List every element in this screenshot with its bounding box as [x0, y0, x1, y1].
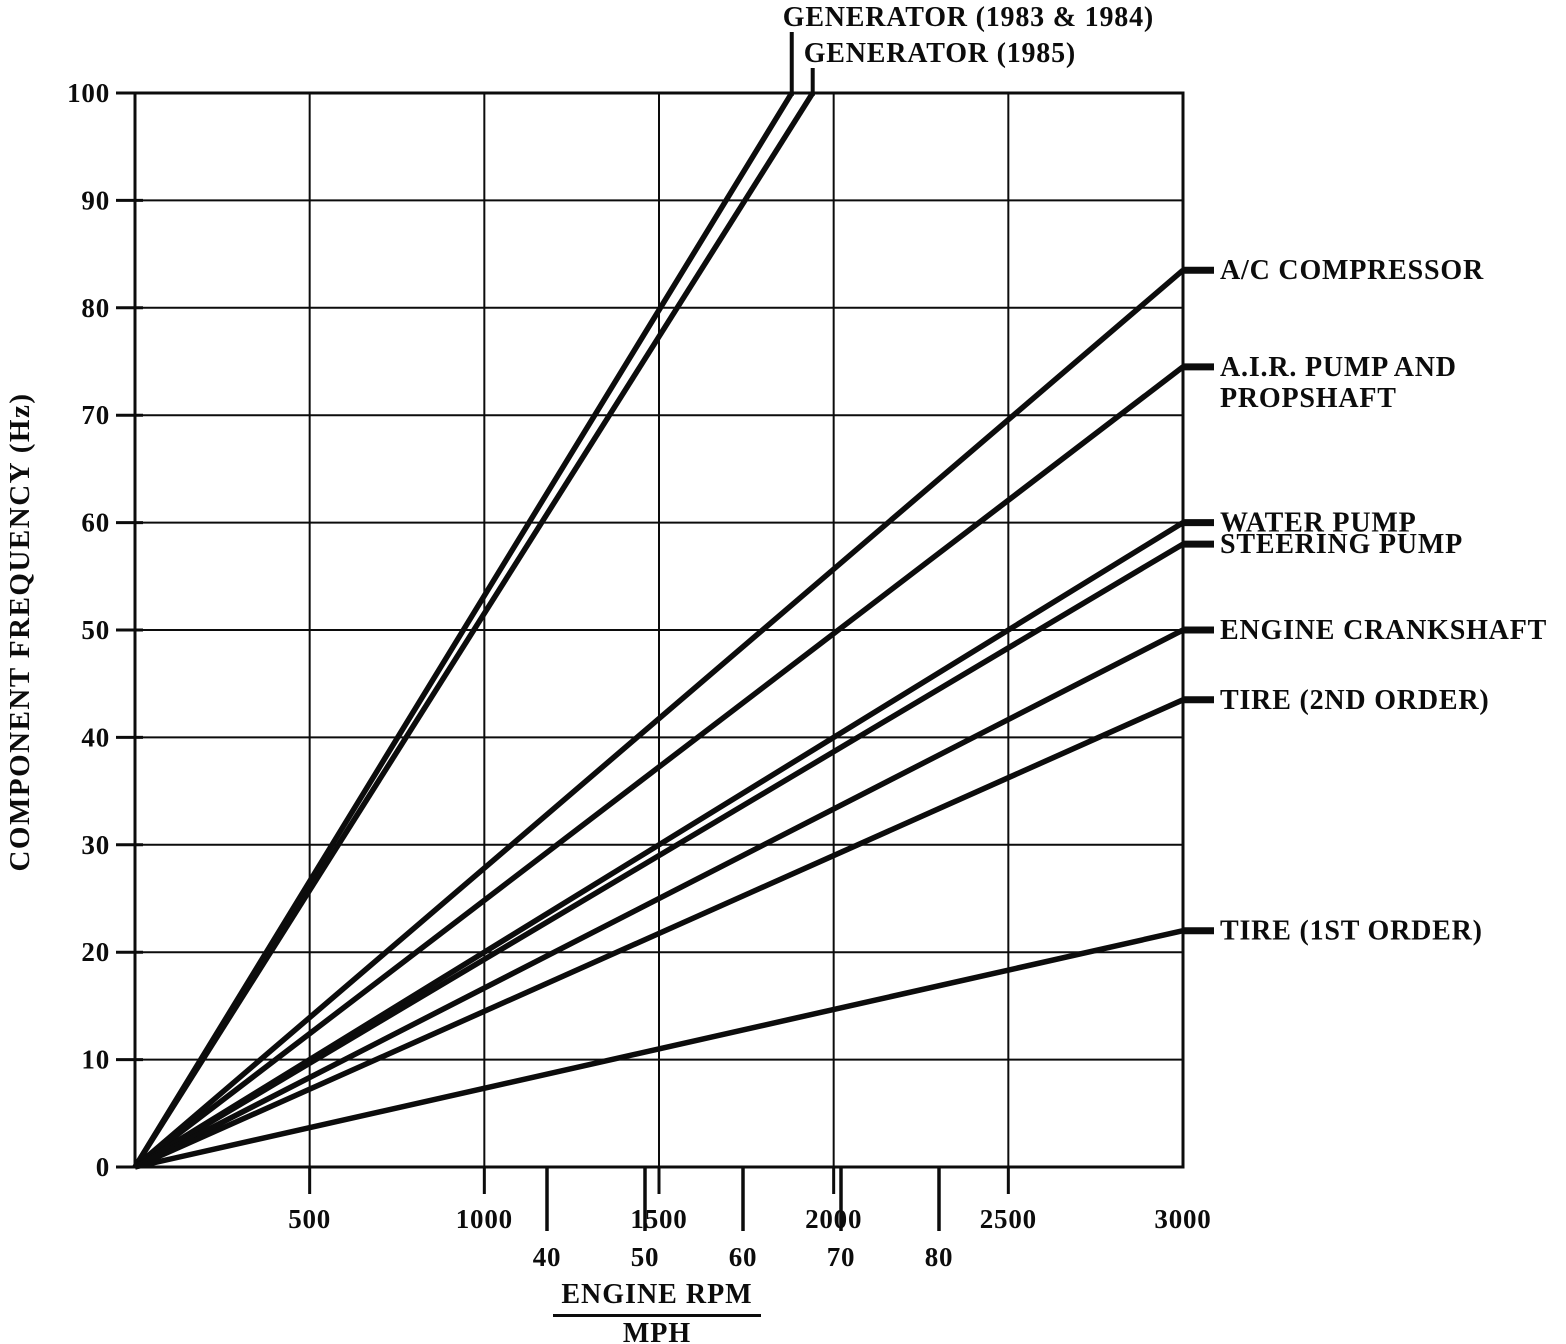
y-axis-title: COMPONENT FREQUENCY (Hz)	[4, 392, 36, 872]
y-tick-label-20: 20	[81, 937, 110, 967]
x-tick-label-rpm-1000: 1000	[456, 1204, 513, 1234]
series-line-a-i-r-pump-and-propshaft	[133, 364, 1185, 1170]
series-label-generator-1985: GENERATOR (1985)	[804, 38, 1076, 69]
y-tick-label-30: 30	[81, 830, 110, 860]
series-label-tire-1st-order: TIRE (1ST ORDER)	[1220, 916, 1483, 947]
x-axis-title: ENGINE RPM MPH	[487, 1279, 827, 1344]
y-tick-label-60: 60	[81, 508, 110, 538]
x-axis-title-rpm: ENGINE RPM	[553, 1279, 761, 1317]
y-tick-label-70: 70	[81, 400, 110, 430]
y-tick-label-100: 100	[67, 78, 110, 108]
x-tick-label-mph-70: 70	[827, 1242, 856, 1272]
series-line-a-c-compressor	[133, 268, 1185, 1170]
series-label-engine-crankshaft: ENGINE CRANKSHAFT	[1220, 615, 1547, 646]
y-tick-label-10: 10	[81, 1045, 110, 1075]
y-tick-label-0: 0	[96, 1152, 110, 1182]
series-label-a-c-compressor: A/C COMPRESSOR	[1220, 255, 1484, 286]
y-tick-label-50: 50	[81, 615, 110, 645]
x-axis-title-mph: MPH	[622, 1318, 692, 1344]
series-line-water-pump	[133, 520, 1185, 1170]
series-line-tire-1st-order	[134, 928, 1184, 1170]
series-line-engine-crankshaft	[133, 627, 1185, 1170]
x-tick-label-mph-60: 60	[729, 1242, 758, 1272]
x-tick-label-mph-40: 40	[533, 1242, 562, 1272]
x-tick-label-rpm-3000: 3000	[1154, 1204, 1211, 1234]
series-line-generator-1983-1984	[132, 91, 795, 1169]
x-tick-label-mph-50: 50	[631, 1242, 660, 1272]
x-tick-label-mph-80: 80	[925, 1242, 954, 1272]
x-tick-label-rpm-2500: 2500	[980, 1204, 1037, 1234]
series-label-water-pump: WATER PUMP	[1220, 508, 1416, 539]
series-label-steering-pump: STEERING PUMP	[1220, 529, 1463, 560]
series-line-steering-pump	[133, 541, 1185, 1170]
x-tick-label-rpm-1500: 1500	[630, 1204, 687, 1234]
y-tick-label-90: 90	[81, 185, 110, 215]
y-tick-label-40: 40	[81, 722, 110, 752]
y-tick-label-80: 80	[81, 293, 110, 323]
series-line-tire-2nd-order	[133, 697, 1185, 1170]
x-tick-label-rpm-500: 500	[288, 1204, 331, 1234]
series-label-tire-2nd-order: TIRE (2ND ORDER)	[1220, 685, 1489, 716]
series-label-a-i-r-pump-and-propshaft: A.I.R. PUMP AND	[1220, 352, 1457, 383]
series-label-a-i-r-pump-and-propshaft-line2: PROPSHAFT	[1220, 383, 1397, 414]
series-line-generator-1985	[132, 91, 816, 1169]
series-label-generator-1983-1984: GENERATOR (1983 & 1984)	[783, 2, 1154, 33]
x-tick-label-rpm-2000: 2000	[805, 1204, 862, 1234]
